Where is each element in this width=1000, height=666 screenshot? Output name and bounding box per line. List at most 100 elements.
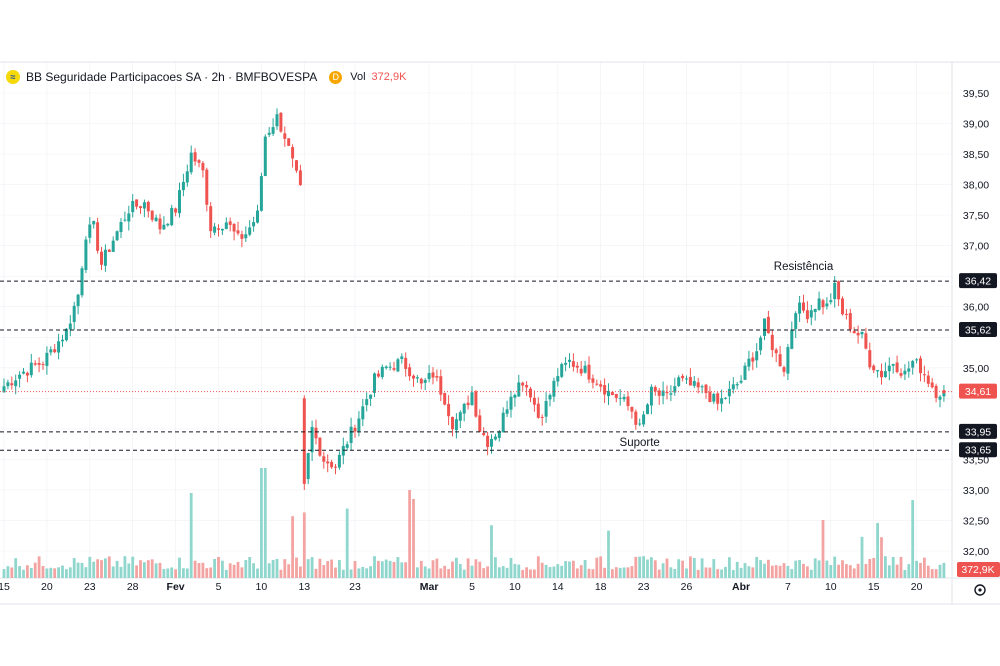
candle-body[interactable] [454, 419, 458, 431]
candle-body[interactable] [805, 310, 809, 320]
candle-body[interactable] [759, 337, 763, 351]
candle-body[interactable] [798, 302, 802, 314]
candle-body[interactable] [345, 444, 349, 448]
candle-body[interactable] [751, 357, 755, 362]
candle-body[interactable] [739, 380, 743, 383]
candle-body[interactable] [10, 383, 14, 386]
candle-body[interactable] [29, 362, 33, 376]
candle-body[interactable] [490, 438, 493, 447]
candle-body[interactable] [217, 228, 220, 230]
candle-body[interactable] [341, 446, 345, 456]
candle-body[interactable] [618, 397, 622, 399]
candle-body[interactable] [392, 368, 396, 370]
candle-body[interactable] [630, 406, 634, 412]
candle-body[interactable] [236, 230, 240, 234]
candle-body[interactable] [388, 366, 392, 368]
candle-body[interactable] [84, 239, 88, 270]
candle-body[interactable] [357, 418, 361, 432]
candle-body[interactable] [271, 127, 275, 134]
candle-body[interactable] [540, 416, 544, 418]
candle-body[interactable] [22, 371, 25, 374]
candle-body[interactable] [404, 357, 408, 369]
candle-body[interactable] [755, 351, 759, 361]
candle-body[interactable] [583, 365, 587, 373]
candle-body[interactable] [919, 358, 922, 374]
candle-body[interactable] [92, 221, 96, 225]
candle-body[interactable] [770, 334, 774, 351]
candle-body[interactable] [942, 391, 946, 397]
candle-body[interactable] [166, 223, 170, 226]
candle-body[interactable] [661, 390, 665, 396]
candle-body[interactable] [915, 359, 919, 361]
candle-body[interactable] [560, 364, 564, 377]
candle-body[interactable] [607, 390, 610, 397]
candle-body[interactable] [829, 300, 833, 303]
candle-body[interactable] [821, 300, 825, 308]
candle-body[interactable] [708, 391, 712, 403]
candle-body[interactable] [833, 282, 837, 300]
candle-body[interactable] [61, 339, 64, 342]
candle-body[interactable] [232, 223, 236, 232]
candle-body[interactable] [575, 365, 579, 368]
candle-body[interactable] [525, 385, 529, 388]
candle-body[interactable] [501, 412, 505, 433]
candle-body[interactable] [45, 352, 49, 366]
candle-body[interactable] [591, 378, 595, 383]
candle-body[interactable] [692, 381, 696, 386]
candle-body[interactable] [400, 356, 404, 359]
candle-body[interactable] [653, 386, 657, 392]
candle-body[interactable] [626, 396, 630, 407]
candle-body[interactable] [25, 372, 29, 376]
candle-body[interactable] [599, 384, 603, 387]
candle-body[interactable] [365, 399, 369, 406]
candle-body[interactable] [568, 359, 571, 362]
candle-body[interactable] [813, 308, 817, 312]
candle-body[interactable] [895, 362, 899, 373]
candle-body[interactable] [146, 201, 150, 212]
candle-body[interactable] [665, 391, 669, 394]
candle-body[interactable] [688, 377, 692, 386]
candle-body[interactable] [521, 382, 525, 386]
candle-body[interactable] [88, 224, 92, 238]
candle-body[interactable] [252, 222, 256, 227]
candle-body[interactable] [174, 208, 178, 213]
candle-body[interactable] [657, 390, 661, 396]
candle-body[interactable] [361, 406, 365, 420]
candle-body[interactable] [64, 328, 68, 341]
candle-body[interactable] [170, 207, 174, 226]
candle-body[interactable] [876, 370, 880, 372]
candle-body[interactable] [883, 371, 887, 378]
candle-body[interactable] [334, 466, 337, 468]
candle-body[interactable] [209, 206, 213, 232]
candle-body[interactable] [53, 349, 57, 353]
candle-body[interactable] [872, 365, 876, 371]
candle-body[interactable] [930, 382, 934, 388]
candle-body[interactable] [887, 365, 891, 372]
candle-body[interactable] [774, 349, 778, 354]
candle-body[interactable] [544, 400, 548, 417]
candle-body[interactable] [786, 347, 790, 374]
candle-body[interactable] [466, 402, 470, 406]
candle-body[interactable] [638, 423, 642, 425]
candle-body[interactable] [349, 426, 353, 444]
candle-body[interactable] [470, 392, 474, 405]
candle-body[interactable] [220, 228, 224, 231]
candle-body[interactable] [462, 403, 466, 414]
candle-body[interactable] [256, 210, 259, 223]
candle-body[interactable] [700, 386, 704, 388]
candle-body[interactable] [228, 221, 232, 225]
candle-body[interactable] [423, 379, 427, 383]
candle-body[interactable] [922, 374, 926, 376]
candle-body[interactable] [310, 426, 314, 453]
candle-body[interactable] [213, 226, 217, 233]
candle-body[interactable] [536, 403, 540, 418]
candle-body[interactable] [724, 397, 727, 399]
candle-body[interactable] [716, 393, 720, 404]
candle-body[interactable] [622, 396, 626, 400]
candle-body[interactable] [115, 231, 119, 241]
candle-body[interactable] [96, 222, 100, 251]
candle-body[interactable] [291, 147, 295, 159]
candle-body[interactable] [880, 370, 883, 378]
candle-body[interactable] [778, 354, 782, 367]
candle-body[interactable] [571, 361, 575, 367]
